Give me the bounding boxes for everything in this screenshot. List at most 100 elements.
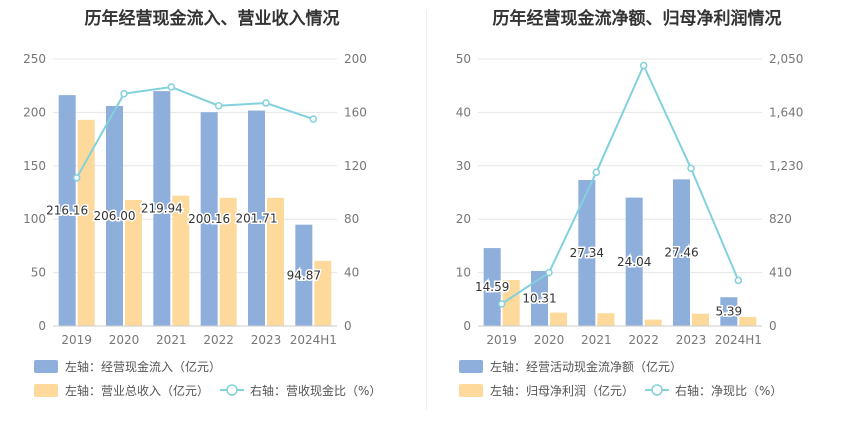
ratio-line (497, 61, 743, 308)
chart-net-cash-profit: 历年经营现金流净额、归母净利润情况 0 10 20 30 40 50 0 410 820 1,2… (456, 8, 804, 398)
y-tick-left: 20 (456, 212, 471, 226)
x-axis: 2019 2020 2021 2022 2023 2024H1 (53, 325, 337, 347)
ratio-point (214, 101, 223, 110)
ratio-point (592, 168, 601, 177)
bar-primary (625, 197, 643, 326)
x-tick: 2019 (486, 333, 517, 347)
bar-primary (58, 95, 76, 327)
bar-primary (673, 179, 690, 326)
legend: 左轴：经营活动现金流净额（亿元） 左轴：归母净利润（亿元） 右轴：净现比（%） (459, 359, 782, 398)
data-label: 27.46 (664, 246, 698, 260)
ratio-point (167, 83, 176, 91)
y-tick-right: 80 (344, 212, 359, 226)
y-tick-left: 200 (23, 105, 46, 119)
y-tick-right: 120 (344, 159, 367, 173)
y-tick-left: 30 (456, 159, 471, 173)
ratio-point (497, 300, 506, 308)
y-tick-right: 0 (344, 319, 352, 333)
bar-primary (153, 91, 171, 326)
bar-secondary (77, 119, 95, 326)
legend-label-secondary: 左轴：营业总收入（亿元） (65, 383, 209, 398)
bar-primary (531, 270, 548, 326)
bar-primary (106, 105, 123, 326)
y-axis-left: 0 10 20 30 40 50 (456, 52, 471, 333)
bar-secondary (692, 313, 709, 326)
y-tick-left: 250 (23, 52, 46, 66)
y-tick-left: 50 (31, 266, 46, 280)
bar-primary (200, 112, 218, 326)
y-tick-left: 50 (456, 52, 471, 66)
legend-label-secondary: 左轴：归母净利润（亿元） (490, 383, 634, 398)
bar-primary (248, 110, 265, 326)
bar-secondary (597, 313, 615, 326)
data-label: 94.87 (287, 268, 321, 282)
legend: 左轴：经营现金流入（亿元） 左轴：营业总收入（亿元） 右轴：营收现金比（%） (34, 359, 381, 398)
y-tick-left: 0 (38, 319, 46, 333)
y-tick-right: 1,230 (769, 159, 803, 173)
legend-label-primary: 左轴：经营现金流入（亿元） (65, 359, 221, 374)
y-tick-right: 410 (769, 266, 792, 280)
bar-primary (295, 224, 313, 326)
data-label: 27.34 (570, 246, 604, 260)
y-axis-right: 0 410 820 1,230 1,640 2,050 (769, 52, 803, 333)
legend-swatch-secondary (34, 384, 58, 397)
bar-secondary (172, 195, 190, 326)
bars (58, 91, 332, 327)
data-label: 200.16 (188, 212, 230, 226)
data-label: 206.00 (94, 209, 136, 223)
ratio-point (545, 268, 553, 277)
data-labels: 216.16 206.00 219.94 200.16 201.71 94.87 (45, 200, 323, 284)
legend-swatch-secondary (459, 384, 483, 397)
data-label: 14.59 (475, 280, 509, 294)
ratio-point (734, 276, 743, 285)
x-tick: 2021 (156, 333, 187, 347)
x-tick: 2024H1 (715, 333, 762, 347)
chart-cash-inflow-revenue: 历年经营现金流入、营业收入情况 0 50 100 150 200 250 0 40 80 120… (23, 8, 381, 398)
ratio-line (72, 83, 318, 182)
x-axis: 2019 2020 2021 2022 2023 2024H1 (478, 325, 762, 347)
x-tick: 2019 (61, 333, 92, 347)
y-tick-right: 0 (769, 319, 777, 333)
ratio-point (120, 89, 128, 98)
gridlines (478, 58, 762, 327)
y-tick-right: 160 (344, 105, 367, 119)
bar-secondary (267, 197, 284, 326)
y-tick-left: 150 (23, 159, 46, 173)
data-labels: 14.59 10.31 27.34 24.04 27.46 5.39 (473, 244, 743, 320)
legend-label-line: 右轴：净现比（%） (675, 383, 782, 398)
legend-label-primary: 左轴：经营活动现金流净额（亿元） (490, 359, 682, 374)
bar-primary (483, 248, 501, 326)
y-tick-left: 10 (456, 266, 471, 280)
x-tick: 2023 (251, 333, 282, 347)
data-label: 5.39 (715, 305, 742, 319)
y-axis-right: 0 40 80 120 160 200 (344, 52, 367, 333)
bar-secondary (219, 197, 237, 326)
data-label: 216.16 (46, 204, 88, 218)
y-tick-right: 200 (344, 52, 367, 66)
bar-secondary (644, 319, 662, 326)
y-tick-left: 100 (23, 212, 46, 226)
y-tick-left: 0 (463, 319, 471, 333)
gridlines (53, 58, 337, 327)
legend-swatch-primary (34, 360, 58, 373)
data-label: 201.71 (236, 211, 278, 225)
x-tick: 2024H1 (290, 333, 337, 347)
panel-divider (426, 10, 427, 410)
legend-swatch-primary (459, 360, 483, 373)
x-tick: 2022 (628, 333, 659, 347)
ratio-polyline (501, 63, 740, 305)
x-tick: 2021 (581, 333, 612, 347)
legend-swatch-line-marker (651, 384, 663, 396)
data-label: 10.31 (522, 291, 556, 305)
legend-swatch-line-marker (226, 384, 238, 396)
ratio-polyline (75, 86, 314, 179)
y-tick-right: 2,050 (769, 52, 803, 66)
x-tick: 2020 (534, 333, 565, 347)
x-tick: 2020 (109, 333, 140, 347)
x-tick: 2023 (676, 333, 707, 347)
y-tick-left: 40 (456, 105, 471, 119)
bar-secondary (739, 316, 757, 326)
ratio-point (262, 99, 270, 107)
data-label: 219.94 (141, 202, 183, 216)
